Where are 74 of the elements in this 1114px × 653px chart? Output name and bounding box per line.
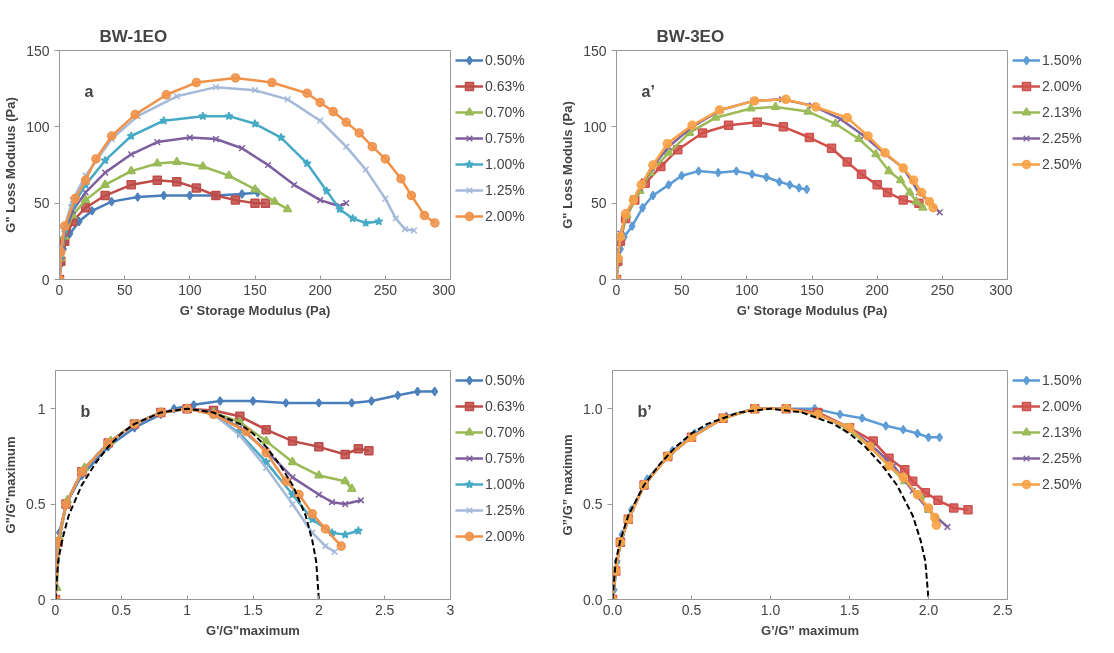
legend-label: 1.50%	[1042, 52, 1082, 68]
x-tick-label: 2.0	[918, 601, 939, 618]
x-tick-label: 0.5	[681, 601, 702, 618]
y-tick-label: 100	[583, 118, 607, 135]
x-axis-title: G' Storage Modulus (Pa)	[736, 302, 888, 318]
x-tick-label: 1.5	[839, 601, 860, 618]
legend-label: 2.00%	[1042, 78, 1082, 94]
x-tick-label: 2	[314, 601, 323, 618]
legend-label: 2.00%	[485, 528, 525, 544]
x-tick-label: 250	[373, 281, 398, 298]
x-tick-label: 3	[446, 601, 455, 618]
y-tick-label: 50	[33, 195, 50, 212]
x-axis-title: G’/G” maximum	[760, 622, 860, 638]
x-tick-label: 150	[243, 281, 267, 298]
x-tick-label: 0	[612, 281, 621, 298]
legend-label: 1.00%	[485, 476, 525, 492]
legend-label: 0.70%	[485, 424, 525, 440]
chart-title: BW-1EO	[99, 26, 168, 46]
y-tick-label: 1.0	[583, 400, 603, 417]
legend-label: 2.13%	[1042, 104, 1082, 120]
legend-label: 0.70%	[485, 104, 525, 120]
annotation: a	[84, 82, 94, 100]
annotation: b’	[637, 402, 652, 420]
x-tick-label: 200	[308, 281, 333, 298]
x-tick-label: 100	[178, 281, 202, 298]
legend-label: 2.50%	[1042, 156, 1082, 172]
x-tick-label: 50	[116, 281, 133, 298]
legend-label: 0.75%	[485, 130, 525, 146]
x-tick-label: 1.5	[243, 601, 263, 618]
x-tick-label: 150	[800, 281, 824, 298]
y-axis-title: G" Loss Moduls (Pa)	[560, 101, 576, 229]
y-tick-label: 100	[26, 118, 50, 135]
y-axis-title: G”/G” maximum	[560, 434, 576, 536]
legend-label: 0.63%	[485, 398, 525, 414]
x-tick-label: 2.5	[374, 601, 395, 618]
legend-label: 0.50%	[485, 372, 525, 388]
legend-label: 2.50%	[1042, 476, 1082, 492]
y-tick-label: 50	[590, 195, 607, 212]
legend-label: 2.00%	[485, 208, 525, 224]
legend-label: 0.50%	[485, 52, 525, 68]
legend-label: 0.63%	[485, 78, 525, 94]
y-tick-label: 150	[26, 42, 50, 59]
x-tick-label: 250	[930, 281, 955, 298]
y-axis-title: G" Loss Modulus (Pa)	[3, 97, 19, 233]
legend-label: 1.25%	[485, 182, 525, 198]
y-tick-label: 0.5	[26, 496, 46, 513]
y-tick-label: 150	[583, 42, 607, 59]
chart-title: BW-3EO	[656, 26, 725, 46]
x-tick-label: 1	[183, 601, 192, 618]
x-tick-label: 50	[673, 281, 690, 298]
y-axis-title: G"/G"maximum	[3, 436, 19, 534]
y-tick-label: 1	[37, 400, 46, 417]
x-tick-label: 1.0	[760, 601, 781, 618]
x-tick-label: 2.5	[993, 601, 1013, 618]
x-tick-label: 200	[865, 281, 890, 298]
legend-label: 1.50%	[1042, 372, 1082, 388]
legend-label: 2.13%	[1042, 424, 1082, 440]
legend-label: 1.00%	[485, 156, 525, 172]
x-tick-label: 0.0	[602, 601, 623, 618]
x-axis-title: G' Storage Modulus (Pa)	[179, 302, 331, 318]
annotation: b	[80, 402, 91, 420]
legend-label: 1.25%	[485, 502, 525, 518]
y-tick-label: 0.5	[583, 496, 603, 513]
x-tick-label: 100	[735, 281, 759, 298]
legend-label: 0.75%	[485, 450, 525, 466]
x-axis-title: G'/G"maximum	[206, 622, 300, 638]
annotation: a’	[641, 82, 655, 100]
x-tick-label: 300	[432, 281, 456, 298]
x-tick-label: 0.5	[111, 601, 132, 618]
legend-label: 2.00%	[1042, 398, 1082, 414]
legend-label: 2.25%	[1042, 450, 1082, 466]
legend-label: 2.25%	[1042, 130, 1082, 146]
x-tick-label: 0	[55, 281, 64, 298]
x-tick-label: 300	[989, 281, 1013, 298]
